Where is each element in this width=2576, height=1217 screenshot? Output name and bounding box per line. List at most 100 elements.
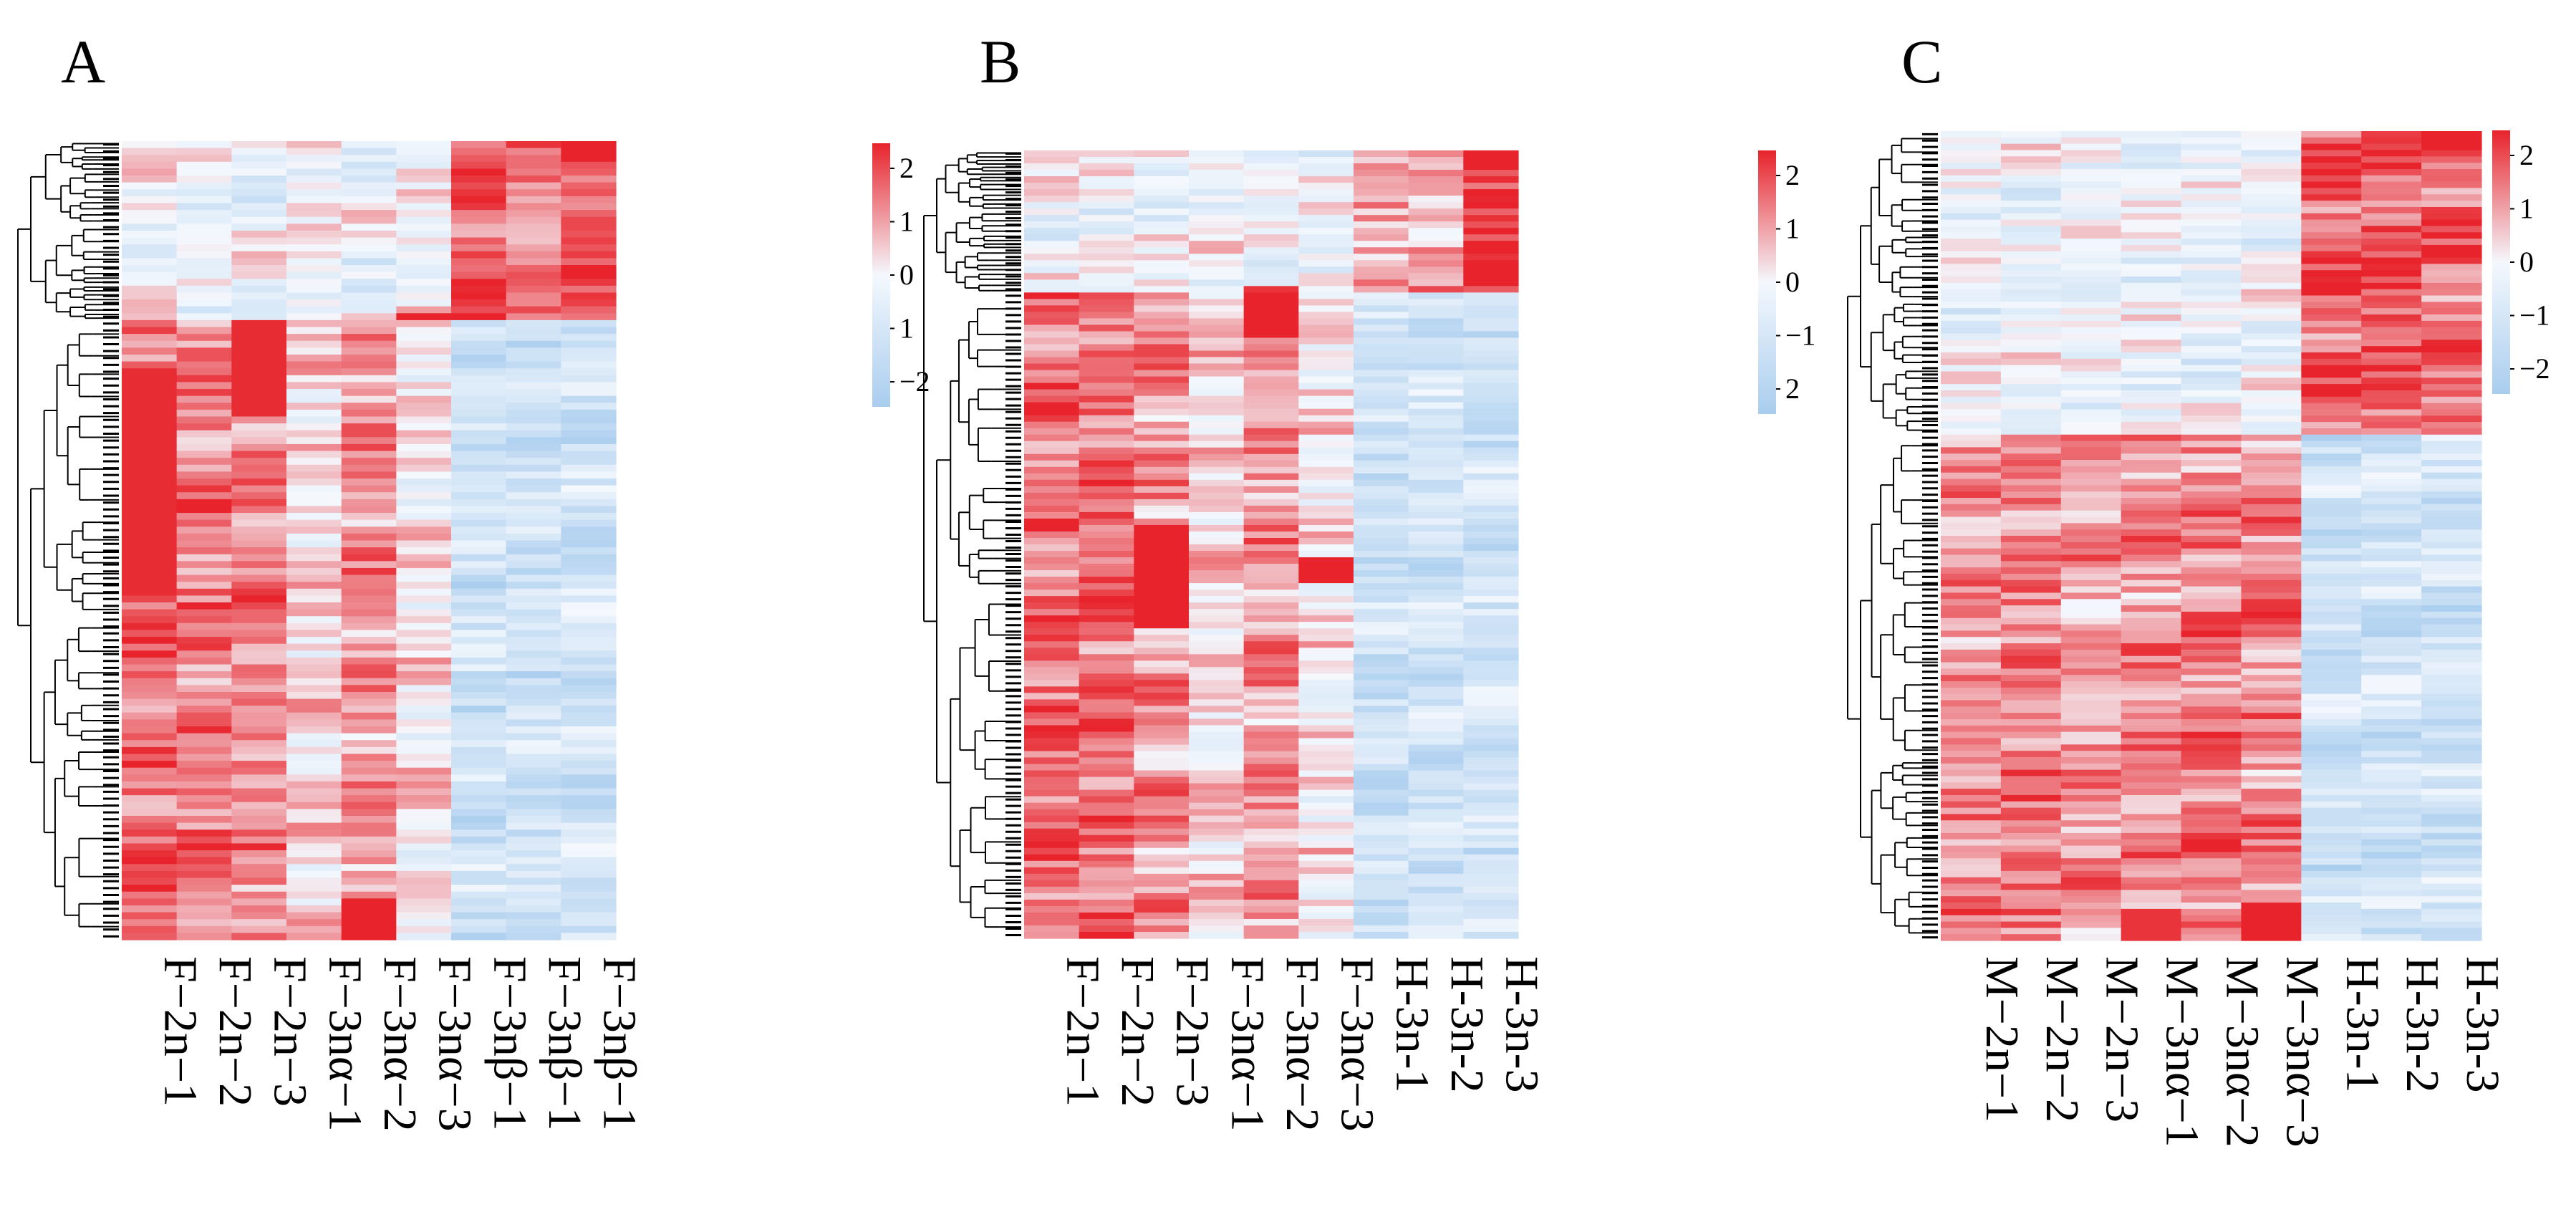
- heatmap-cell: [2361, 453, 2422, 461]
- heatmap-cell: [1079, 318, 1134, 326]
- heatmap-cell: [1189, 524, 1245, 532]
- heatmap-cell: [2301, 921, 2362, 928]
- heatmap-cell: [561, 870, 617, 879]
- heatmap-cell: [1243, 641, 1299, 648]
- heatmap-cell: [1024, 744, 1080, 752]
- column-label: M−2n−3: [2096, 956, 2148, 1122]
- heatmap-cell: [231, 843, 287, 851]
- heatmap-cell: [1024, 770, 1080, 778]
- heatmap-cell: [1408, 847, 1464, 855]
- heatmap-cell: [2241, 763, 2302, 771]
- heatmap-cell: [122, 706, 178, 713]
- heatmap-cell: [506, 885, 561, 893]
- heatmap-cell: [2421, 865, 2482, 872]
- heatmap-cell: [2000, 377, 2062, 385]
- heatmap-cell: [1134, 447, 1190, 455]
- heatmap-cell: [2181, 219, 2242, 227]
- heatmap-cell: [122, 161, 178, 170]
- heatmap-cell: [1463, 706, 1519, 713]
- heatmap-cell: [1134, 718, 1190, 726]
- heatmap-cell: [2241, 175, 2302, 183]
- heatmap-cell: [2121, 371, 2182, 378]
- heatmap-cell: [1243, 628, 1299, 635]
- heatmap-cell: [1189, 421, 1245, 429]
- heatmap-cell: [1079, 815, 1134, 823]
- heatmap-cell: [1243, 667, 1299, 674]
- heatmap-cell: [1134, 221, 1190, 229]
- heatmap-cell: [1463, 751, 1519, 759]
- heatmap-cell: [2421, 150, 2482, 157]
- heatmap-cell: [2121, 523, 2182, 530]
- heatmap-cell: [1941, 630, 2002, 638]
- heatmap-cell: [2060, 491, 2122, 499]
- heatmap-cell: [1243, 441, 1299, 448]
- heatmap-cell: [1243, 428, 1299, 436]
- heatmap-cell: [396, 285, 452, 294]
- heatmap-cell: [1354, 305, 1409, 313]
- heatmap-cell: [2181, 340, 2242, 347]
- heatmap-cell: [231, 643, 287, 651]
- heatmap-cell: [1941, 561, 2002, 568]
- heatmap-cell: [176, 506, 232, 514]
- heatmap-cell: [1298, 479, 1354, 487]
- heatmap-cell: [176, 864, 232, 872]
- heatmap-cell: [1189, 557, 1245, 564]
- heatmap-cell: [506, 829, 561, 837]
- heatmap-cell: [561, 905, 617, 913]
- heatmap-cell: [2000, 320, 2062, 328]
- heatmap-cell: [2361, 542, 2422, 549]
- heatmap-cell: [2241, 415, 2302, 423]
- heatmap-cell: [1024, 641, 1080, 648]
- heatmap-cell: [2060, 485, 2122, 492]
- heatmap-cell: [396, 196, 452, 204]
- heatmap-cell: [231, 306, 287, 314]
- heatmap-cell: [2301, 801, 2362, 809]
- heatmap-cell: [1941, 637, 2002, 644]
- heatmap-cell: [286, 829, 342, 837]
- heatmap-cell: [2060, 270, 2122, 277]
- heatmap-cell: [2241, 832, 2302, 840]
- heatmap-cell: [1463, 544, 1519, 552]
- heatmap-cell: [341, 458, 397, 466]
- heatmap-cell: [1243, 557, 1299, 564]
- heatmap-cell: [1354, 279, 1409, 287]
- heatmap-cell: [1079, 337, 1134, 345]
- heatmap-cell: [1024, 505, 1080, 513]
- heatmap-cell: [2121, 655, 2182, 663]
- heatmap-cell: [1134, 596, 1190, 603]
- heatmap-cell: [1298, 660, 1354, 668]
- heatmap-cell: [1408, 466, 1464, 474]
- heatmap-cell: [1079, 221, 1134, 229]
- heatmap-cell: [2121, 504, 2182, 511]
- heatmap-cell: [506, 451, 561, 458]
- column-label: F−3nα−3: [1331, 956, 1384, 1132]
- heatmap-cell: [451, 478, 507, 486]
- heatmap-cell: [176, 761, 232, 769]
- heatmap-cell: [561, 857, 617, 865]
- heatmap-cell: [561, 678, 617, 686]
- heatmap-cell: [176, 850, 232, 858]
- heatmap-cell: [1463, 505, 1519, 513]
- heatmap-cell: [2301, 377, 2362, 385]
- heatmap-cell: [1354, 247, 1409, 254]
- heatmap-cell: [1134, 564, 1190, 571]
- heatmap-cell: [2121, 137, 2182, 145]
- heatmap-cell: [1243, 499, 1299, 506]
- heatmap-cell: [1243, 389, 1299, 397]
- heatmap-cell: [2181, 706, 2242, 713]
- heatmap-cell: [1079, 518, 1134, 526]
- heatmap-cell: [561, 437, 617, 445]
- heatmap-cell: [506, 237, 561, 245]
- heatmap-cell: [506, 547, 561, 555]
- heatmap-cell: [1189, 215, 1245, 222]
- heatmap-cell: [231, 788, 287, 796]
- heatmap-cell: [1941, 472, 2002, 480]
- heatmap-cell: [2121, 327, 2182, 335]
- heatmap-cell: [2301, 700, 2362, 707]
- heatmap-cell: [2000, 858, 2062, 865]
- heatmap-cell: [2000, 485, 2062, 492]
- heatmap-cell: [2421, 839, 2482, 847]
- heatmap-cell: [2301, 491, 2362, 499]
- column-label: M−3nα−2: [2216, 956, 2269, 1148]
- heatmap-cell: [1189, 150, 1245, 158]
